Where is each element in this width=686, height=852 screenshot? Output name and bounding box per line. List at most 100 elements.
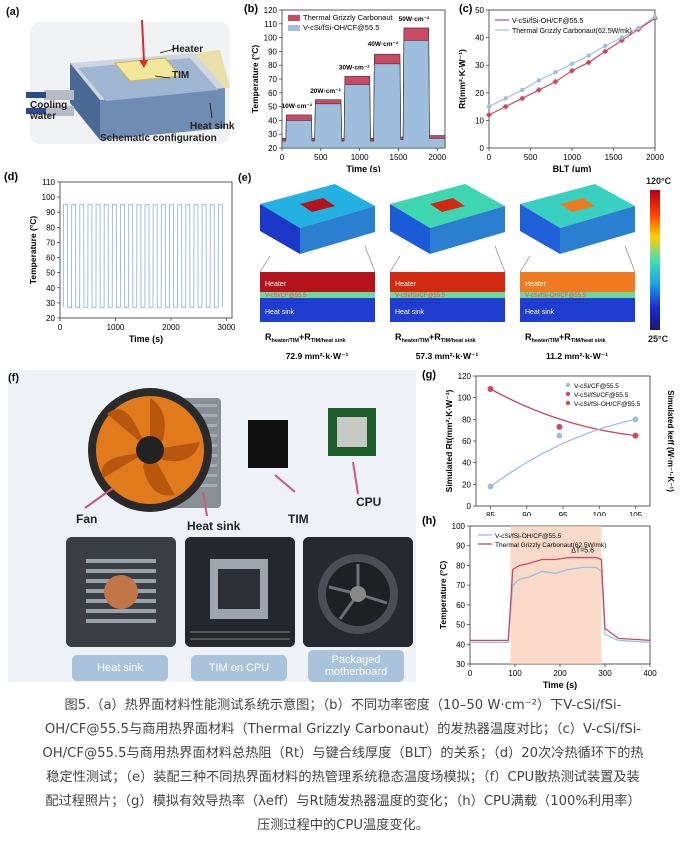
power-density-annotation: 20W·cm⁻² xyxy=(310,88,341,95)
resistance-formula: Rheater/TIM+RTIM/heat sink xyxy=(265,332,347,344)
chart-c-resistance-vs-blt: 0 500 1000 1500 2000 0 10 20 30 40 50 BLT (μm) Rt(mm… xyxy=(457,3,664,172)
chart-b-heater-temperature: 0 500 1000 1500 2000 20 30 40 50 60 70 80 90 100 110 12… xyxy=(244,3,447,172)
heater-text: Heater xyxy=(265,281,287,288)
heater-text: Heater xyxy=(395,281,417,288)
cross-heater xyxy=(260,272,375,292)
y-tick-label: 70 xyxy=(456,581,465,590)
caption-line: 稳定性测试；（e）装配三种不同热界面材料的热管理系统稳态温度场模拟；（f）CPU… xyxy=(46,770,640,785)
tile-left xyxy=(520,204,560,254)
x-tick-label: 1500 xyxy=(605,153,623,162)
load-region xyxy=(510,526,602,664)
y-tick-label: 40 xyxy=(46,284,55,293)
data-point xyxy=(602,48,609,55)
zoom-line xyxy=(259,255,271,273)
heatsink-text: Heat sink xyxy=(265,309,295,316)
figure-caption: 图5.（a）热界面材料性能测试系统示意图；（b）不同功率密度（10–50 W·c… xyxy=(0,694,686,838)
x-tick-label: 0 xyxy=(468,669,473,678)
data-point xyxy=(503,96,508,101)
y-tick-label: 60 xyxy=(46,254,55,263)
cross-tim xyxy=(520,292,635,298)
simulation-tile: Heater V-cSi/CF@55.5 Heat sink Rheater/TIM+… xyxy=(259,184,376,361)
series-area xyxy=(281,40,446,149)
y-tick-label: 110 xyxy=(264,20,277,29)
data-point xyxy=(520,87,525,93)
y-tick-label: 100 xyxy=(264,34,278,43)
data-point xyxy=(632,416,639,423)
x-tick-label: 0 xyxy=(487,153,492,162)
resistance-formula: Rheater/TIM+RTIM/heat sink xyxy=(525,332,607,344)
y-tick-label: 80 xyxy=(268,61,277,70)
cycle-line xyxy=(62,204,224,308)
y-tick-label: 100 xyxy=(452,522,466,531)
legend-entry: V-cSi/fSi-OH/CF@55.5 xyxy=(574,401,641,408)
panel-label: (c) xyxy=(459,3,473,15)
x-tick-label: 85 xyxy=(486,511,495,516)
zoom-line xyxy=(519,255,531,273)
panel-label: (h) xyxy=(422,515,436,527)
pill-packaged-motherboard: Packaged motherboard xyxy=(308,650,404,682)
y-tick-label: 90 xyxy=(46,208,55,217)
simulation-panel: Heater V-cSi/CF@55.5 Heat sink Rheater/TIM+… xyxy=(255,176,636,366)
pill-heat-sink: Heat sink xyxy=(72,655,168,681)
data-point xyxy=(502,103,509,110)
y-tick-label: 30 xyxy=(475,61,484,70)
legend-entry: V-cSi/fSi-OH/CF@55.5 xyxy=(303,23,379,32)
zoom-line xyxy=(494,245,506,273)
x-tick-label: 100 xyxy=(593,511,607,516)
y-tick-label: 50 xyxy=(456,621,465,630)
y-tick-label: 40 xyxy=(475,34,484,43)
heat-arrow-icon xyxy=(141,19,145,63)
data-point xyxy=(487,386,494,392)
x-axis-label: Time (s) xyxy=(129,334,163,344)
x-tick-label: 200 xyxy=(553,669,567,678)
caption-line: OH/CF@55.5与商用热界面材料（Thermal Grizzly Carbo… xyxy=(44,722,642,737)
simulation-tile: Heater V-cSi/fSi/CF@55.5 Heat sink Rheater/… xyxy=(389,184,506,361)
x-tick-label: 2000 xyxy=(646,153,664,162)
cpu-photo-label: CPU xyxy=(356,495,382,509)
legend-entry: Thermal Grizzly Carbonaut(62.5W/mk) xyxy=(495,542,606,549)
y-tick-label: 90 xyxy=(456,542,465,551)
x-tick-label: 0 xyxy=(58,323,63,332)
sample-text: V-cSi/fSi-OH/CF@55.5 xyxy=(525,293,587,299)
data-point xyxy=(603,43,608,49)
y-tick-label: 70 xyxy=(268,75,277,84)
data-point xyxy=(486,111,492,118)
x-tick-label: 500 xyxy=(524,153,538,162)
x-axis-label: BLT (μm) xyxy=(553,164,592,172)
legend-entry: Thermal Grizzly Carbonaut(62.5W/mk) xyxy=(512,28,632,35)
data-point xyxy=(552,78,559,85)
legend-swatch xyxy=(288,15,300,21)
x-tick-label: 90 xyxy=(522,511,531,516)
resistance-formula: Rheater/TIM+RTIM/heat sink xyxy=(395,332,477,344)
zoom-line xyxy=(389,255,401,273)
heat-sink-label: Heat sink xyxy=(190,121,235,132)
x-tick-label: 1000 xyxy=(563,153,581,162)
data-point xyxy=(569,61,575,67)
fit-curve xyxy=(490,388,636,437)
fan-label: Fan xyxy=(76,512,98,526)
power-density-annotation: 10W·cm⁻² xyxy=(281,103,312,110)
data-point xyxy=(519,95,526,102)
tile-left xyxy=(260,204,300,254)
delta-t-annotation: ΔT=5.6 xyxy=(571,548,594,555)
caption-line: OH/CF@55.5与商用热界面材料总热阻（Rt）与键合线厚度（BLT）的关系；… xyxy=(42,746,644,761)
y-tick-label: 80 xyxy=(46,223,55,232)
x-tick-label: 400 xyxy=(643,669,657,678)
x-tick-label: 95 xyxy=(559,511,568,516)
legend-marker xyxy=(565,391,571,397)
fit-curve xyxy=(490,418,636,488)
y-tick-label: 30 xyxy=(268,130,277,139)
y-axis-label: Rt(mm²·K·W⁻¹) xyxy=(457,49,467,109)
x-axis-label: Time (s) xyxy=(346,164,380,172)
y-tick-label: 20 xyxy=(46,314,55,323)
packaged-motherboard-photo xyxy=(303,537,413,647)
y-tick-label: 20 xyxy=(475,89,484,98)
data-point xyxy=(553,69,558,75)
y-tick-label: 30 xyxy=(456,660,465,669)
heater-spot xyxy=(300,198,335,212)
heater-spot xyxy=(430,198,465,212)
y-tick-label: 60 xyxy=(456,601,465,610)
y-axis-label: Temperature (°C) xyxy=(250,45,260,114)
legend-entry: V-cSi/fSi/CF@55.5 xyxy=(574,392,629,399)
power-density-annotation: 40W·cm⁻² xyxy=(368,41,399,48)
